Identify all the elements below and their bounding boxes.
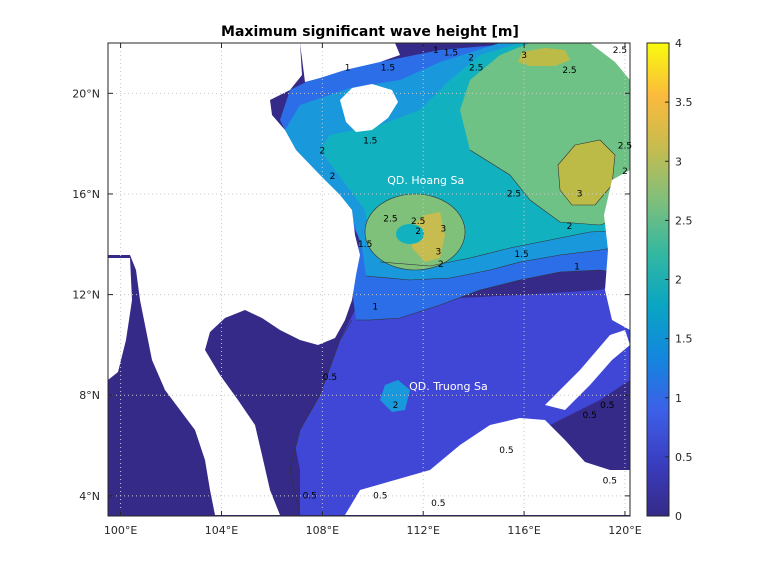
- contour-line-1-5: [365, 244, 630, 281]
- contour-label: 3: [435, 247, 441, 257]
- contour-label: 0.5: [373, 491, 387, 501]
- graticule: [108, 43, 630, 516]
- contour-line-3: [557, 139, 616, 206]
- contour-label: 0.5: [303, 491, 317, 501]
- contour-label: 1.5: [444, 49, 458, 59]
- contour-label: 1.5: [381, 64, 395, 74]
- contour-label: 0.5: [499, 446, 513, 456]
- chart-title: Maximum significant wave height [m]: [221, 24, 519, 40]
- x-tick-label: 100°E: [104, 524, 137, 537]
- contour-label: 2.5: [411, 217, 425, 227]
- contour-label: 2.5: [562, 66, 576, 76]
- contour-label: 2: [622, 167, 628, 177]
- contour-label: 2: [319, 147, 325, 157]
- y-tick-label: 16°N: [72, 188, 100, 201]
- contour-label: 2: [438, 260, 444, 270]
- contour-label: 2.5: [618, 142, 632, 152]
- colorbar-tick-label: 2: [675, 274, 682, 287]
- contour-band-3-vortex: [412, 212, 445, 262]
- place-label: QD. Truong Sa: [409, 380, 488, 393]
- land-palawan: [545, 330, 630, 410]
- contour-line-vortex: [364, 193, 466, 271]
- y-tick-label: 8°N: [79, 389, 100, 402]
- x-tick-label: 120°E: [608, 524, 641, 537]
- contour-band-3-east: [558, 140, 615, 205]
- contour-line-0-5: [289, 319, 353, 516]
- contour-label: 0.5: [582, 411, 596, 421]
- contour-label: 2: [468, 54, 474, 64]
- colorbar-tick-label: 0.5: [675, 451, 693, 464]
- contour-label: 1.5: [363, 137, 377, 147]
- contour-label: 0.5: [323, 373, 337, 383]
- contour-band-3-north: [518, 48, 570, 66]
- contour-label: 2.5: [469, 64, 483, 74]
- colorbar: 0 0.5 1 1.5 2 2.5 3 3.5 4: [646, 37, 693, 523]
- contour-label: 1: [345, 64, 351, 74]
- colorbar-tick-label: 0: [675, 510, 682, 523]
- contour-label: 2.5: [613, 46, 627, 56]
- contour-band-0-5: [290, 280, 630, 515]
- contour-label: 2: [393, 401, 399, 411]
- contour-label: 0.5: [600, 401, 614, 411]
- colorbar-tick-label: 1: [675, 392, 682, 405]
- land-mainland: [108, 43, 360, 515]
- contour-label: 2: [567, 222, 573, 232]
- land-hainan: [340, 84, 398, 132]
- contour-label: 2.5: [507, 189, 521, 199]
- x-tick-label: 116°E: [507, 524, 540, 537]
- contour-label: 2: [415, 227, 421, 237]
- land-luzon: [604, 170, 630, 330]
- contour-label: 3: [577, 189, 583, 199]
- colorbar-tick-label: 3: [675, 155, 682, 168]
- place-label: QD. Hoang Sa: [387, 174, 464, 187]
- axis-ticks: 100°E 104°E 108°E 112°E 116°E 120°E 4°N 8°N 12°N…: [72, 43, 642, 537]
- colorbar-tick-label: 4: [675, 37, 682, 50]
- x-tick-label: 104°E: [205, 524, 238, 537]
- land-china-coast: [300, 43, 400, 82]
- place-labels: QD. Hoang Sa QD. Truong Sa: [387, 174, 488, 393]
- contour-label: 1.5: [358, 240, 372, 250]
- land-borneo: [345, 418, 630, 515]
- y-tick-label: 20°N: [72, 87, 100, 100]
- y-tick-label: 12°N: [72, 289, 100, 302]
- land-taiwan: [590, 43, 630, 80]
- y-tick-label: 4°N: [79, 490, 100, 503]
- colorbar-tick-label: 2.5: [675, 214, 693, 227]
- map-area: [108, 43, 630, 516]
- land-malay-peninsula: [108, 258, 132, 380]
- contour-label: 3: [521, 51, 527, 61]
- colorbar-tick-label: 1.5: [675, 333, 693, 346]
- contour-label: 2.5: [383, 215, 397, 225]
- contour-band-2-vortex-core: [396, 224, 424, 244]
- contour-line-2: [379, 229, 630, 267]
- contour-label: 2: [330, 172, 336, 182]
- contour-label: 1.5: [514, 250, 528, 260]
- colorbar-tick-label: 3.5: [675, 96, 693, 109]
- truong-sa-local-high: [380, 380, 410, 412]
- axes-frame: [107, 42, 631, 517]
- x-tick-label: 108°E: [306, 524, 339, 537]
- contour-label: 3: [441, 225, 447, 235]
- contour-label: 1: [372, 303, 378, 313]
- colorbar-ticks: 0 0.5 1 1.5 2 2.5 3 3.5 4: [665, 37, 693, 523]
- contour-label: 0.5: [603, 476, 617, 486]
- contour-label: 1: [574, 262, 580, 272]
- contour-label: 1: [433, 46, 439, 56]
- contour-label: 0.5: [431, 499, 445, 509]
- contour-line-1: [356, 269, 630, 321]
- x-tick-label: 112°E: [406, 524, 439, 537]
